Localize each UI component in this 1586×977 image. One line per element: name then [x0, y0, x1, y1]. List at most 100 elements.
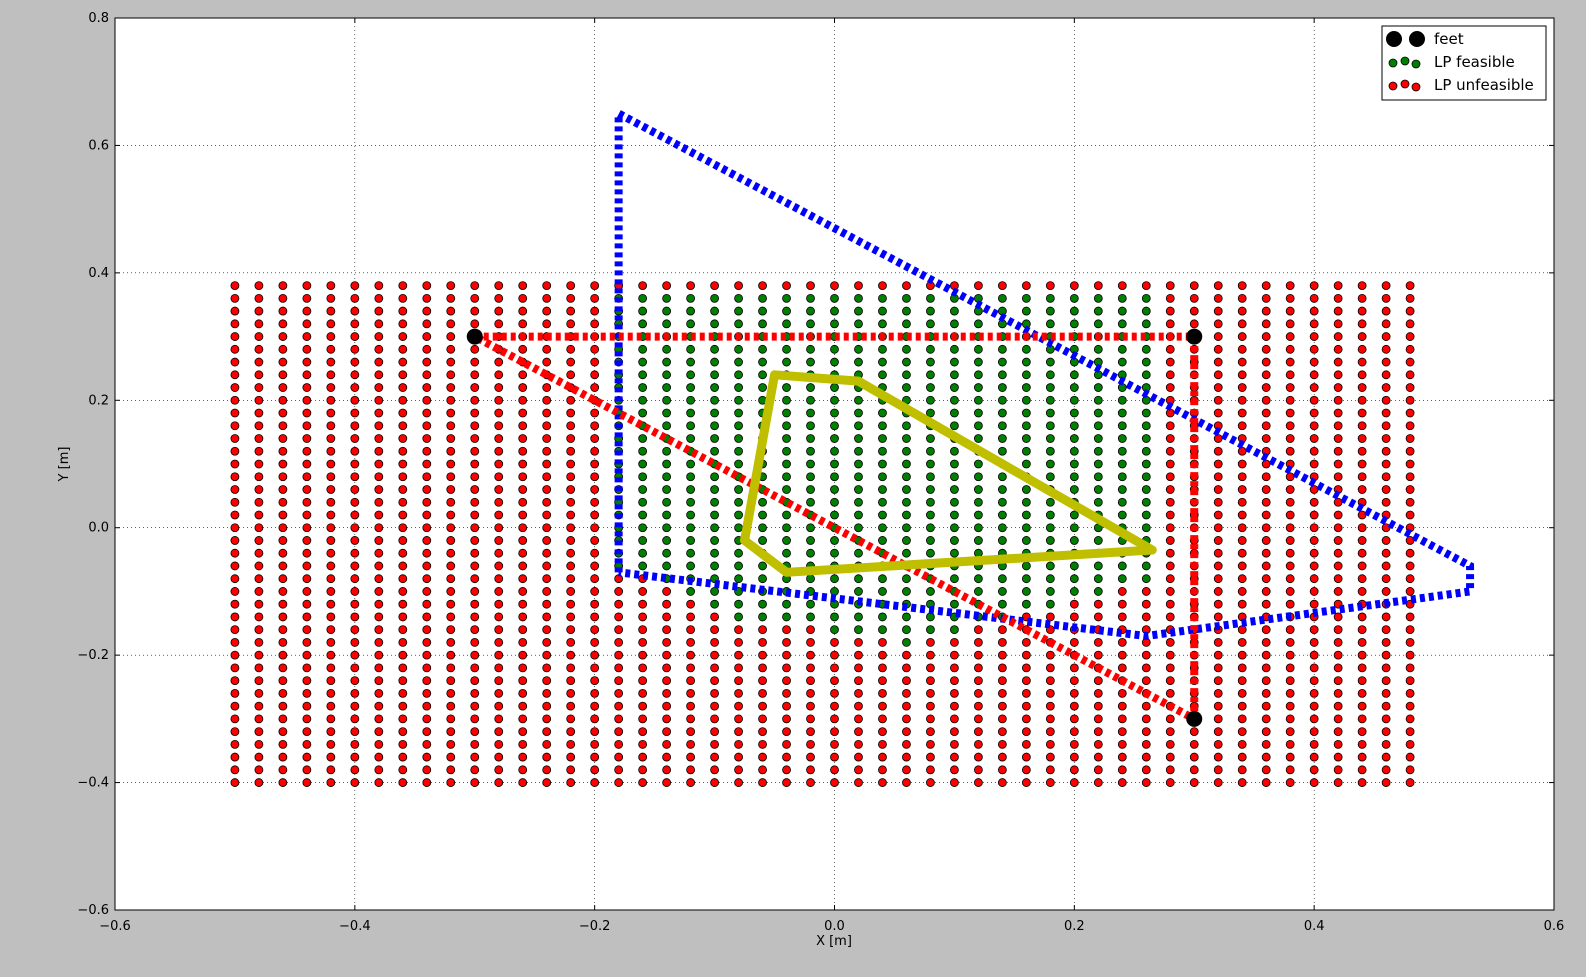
- unfeasible-point: [446, 281, 456, 291]
- unfeasible-point: [254, 434, 264, 443]
- unfeasible-point: [422, 332, 432, 341]
- legend-unfeasible-marker: [1400, 79, 1410, 89]
- unfeasible-point: [854, 727, 863, 736]
- feasible-point: [710, 497, 719, 507]
- feasible-point: [1141, 446, 1151, 456]
- unfeasible-point: [518, 536, 528, 545]
- feasible-point: [926, 459, 935, 469]
- feasible-point: [950, 370, 959, 380]
- unfeasible-point: [1333, 727, 1343, 736]
- feasible-point: [926, 497, 935, 507]
- feasible-point: [1117, 446, 1127, 456]
- unfeasible-point: [398, 408, 408, 418]
- unfeasible-point: [806, 663, 815, 673]
- unfeasible-point: [398, 383, 408, 392]
- feasible-point: [854, 408, 863, 418]
- unfeasible-point: [542, 663, 552, 673]
- unfeasible-point: [278, 561, 288, 571]
- unfeasible-point: [662, 676, 672, 686]
- unfeasible-point: [446, 739, 456, 749]
- unfeasible-point: [830, 688, 839, 698]
- unfeasible-point: [1045, 765, 1055, 775]
- unfeasible-point: [518, 663, 528, 673]
- unfeasible-point: [422, 625, 432, 635]
- unfeasible-point: [446, 319, 456, 329]
- feasible-point: [710, 293, 719, 303]
- unfeasible-point: [1069, 281, 1079, 291]
- unfeasible-point: [710, 688, 719, 698]
- feasible-point: [662, 497, 672, 507]
- feasible-point: [710, 536, 719, 545]
- unfeasible-point: [374, 739, 384, 749]
- unfeasible-point: [1285, 485, 1295, 494]
- unfeasible-point: [734, 688, 743, 698]
- feasible-point: [686, 319, 695, 329]
- unfeasible-point: [398, 446, 408, 456]
- feasible-point: [830, 434, 839, 443]
- feasible-point: [830, 395, 839, 405]
- unfeasible-point: [1309, 548, 1319, 558]
- unfeasible-point: [542, 281, 552, 291]
- unfeasible-point: [1285, 587, 1295, 596]
- feasible-point: [1045, 459, 1055, 469]
- unfeasible-point: [254, 281, 264, 291]
- unfeasible-point: [494, 663, 504, 673]
- unfeasible-point: [494, 701, 504, 711]
- feasible-point: [1093, 497, 1103, 507]
- unfeasible-point: [1333, 319, 1343, 329]
- unfeasible-point: [302, 778, 312, 787]
- feasible-point: [878, 625, 887, 635]
- unfeasible-point: [1285, 472, 1295, 482]
- unfeasible-point: [302, 497, 312, 507]
- unfeasible-point: [566, 676, 576, 686]
- unfeasible-point: [422, 752, 432, 762]
- unfeasible-point: [254, 383, 264, 392]
- feasible-point: [734, 497, 743, 507]
- feasible-point: [638, 344, 648, 354]
- unfeasible-point: [926, 701, 935, 711]
- unfeasible-point: [1093, 638, 1103, 647]
- unfeasible-point: [1213, 612, 1223, 622]
- unfeasible-point: [1333, 739, 1343, 749]
- feasible-point: [710, 395, 719, 405]
- unfeasible-point: [1165, 472, 1175, 482]
- unfeasible-point: [1285, 676, 1295, 686]
- unfeasible-point: [1213, 688, 1223, 698]
- unfeasible-point: [278, 319, 288, 329]
- unfeasible-point: [1333, 574, 1343, 584]
- feasible-point: [734, 421, 743, 431]
- feasible-point: [1021, 395, 1031, 405]
- unfeasible-point: [278, 599, 288, 609]
- unfeasible-point: [974, 752, 983, 762]
- feasible-point: [902, 421, 911, 431]
- unfeasible-point: [542, 599, 552, 609]
- unfeasible-point: [1381, 344, 1391, 354]
- feasible-point: [878, 485, 887, 494]
- feasible-point: [926, 357, 935, 367]
- unfeasible-point: [710, 727, 719, 736]
- unfeasible-point: [518, 472, 528, 482]
- feasible-point: [854, 548, 863, 558]
- unfeasible-point: [1021, 688, 1031, 698]
- grid-lines: [115, 18, 1554, 910]
- feasible-point: [950, 408, 959, 418]
- unfeasible-point: [1381, 561, 1391, 571]
- unfeasible-point: [398, 650, 408, 660]
- unfeasible-point: [758, 752, 767, 762]
- unfeasible-point: [1285, 574, 1295, 584]
- unfeasible-point: [278, 778, 288, 787]
- feasible-point: [710, 370, 719, 380]
- unfeasible-point: [878, 778, 887, 787]
- unfeasible-point: [1309, 357, 1319, 367]
- unfeasible-point: [806, 638, 815, 647]
- feasible-point: [710, 587, 719, 596]
- unfeasible-point: [686, 739, 695, 749]
- unfeasible-point: [1045, 752, 1055, 762]
- unfeasible-point: [446, 536, 456, 545]
- unfeasible-point: [422, 421, 432, 431]
- unfeasible-point: [302, 663, 312, 673]
- feasible-point: [710, 472, 719, 482]
- unfeasible-point: [326, 446, 336, 456]
- unfeasible-point: [1357, 752, 1367, 762]
- unfeasible-point: [926, 650, 935, 660]
